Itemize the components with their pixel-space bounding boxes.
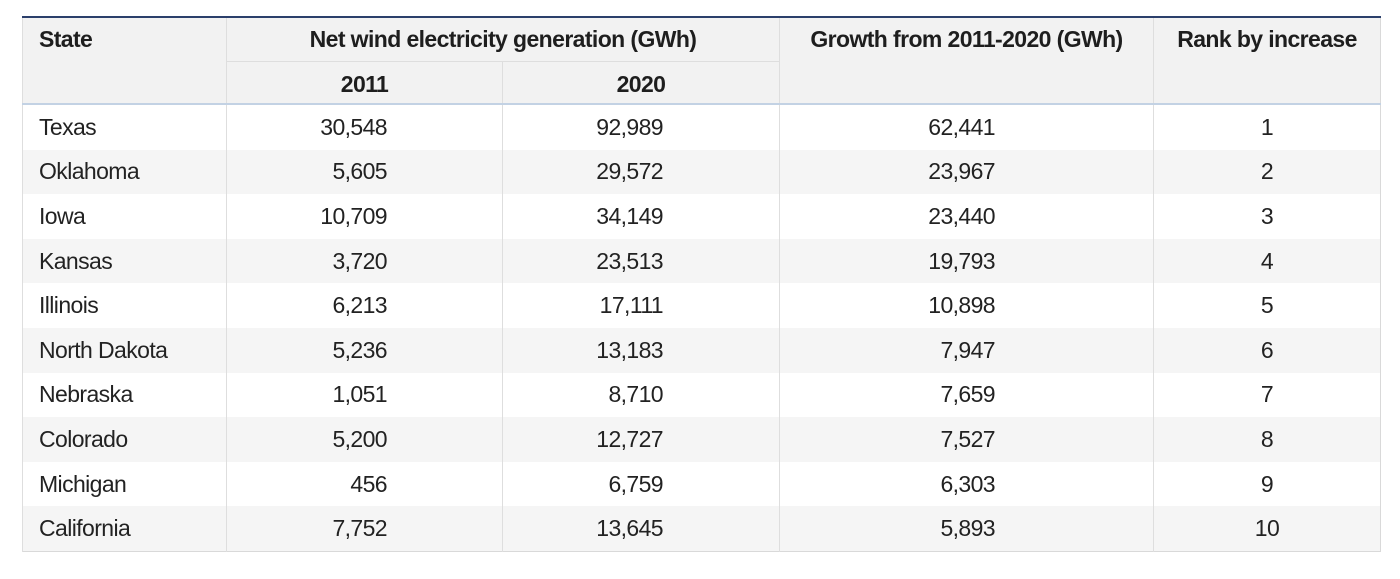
- header-cell: 2011: [226, 60, 503, 105]
- value-cell: 7: [1153, 372, 1381, 418]
- wind-table: State Net wind electricity generation (G…: [22, 16, 1381, 552]
- state-cell: Texas: [22, 104, 227, 150]
- value-cell: 3,720: [226, 238, 503, 284]
- value-cell: 12,727: [502, 417, 780, 462]
- value-cell: 92,989: [502, 104, 780, 150]
- state-cell: California: [22, 506, 227, 552]
- value-cell: 3: [1153, 194, 1381, 239]
- value-cell: 7,752: [226, 506, 503, 552]
- value-cell: 1: [1153, 104, 1381, 150]
- header-cell: Rank by increase: [1153, 17, 1381, 105]
- header-cell: 2020: [502, 60, 780, 105]
- value-cell: 8,710: [502, 372, 780, 418]
- value-cell: 19,793: [779, 238, 1154, 284]
- header-row: 2011 2020: [23, 60, 1381, 105]
- table-row: Oklahoma 5,605 29,572 23,967 2: [22, 149, 1381, 195]
- value-cell: 7,527: [779, 417, 1154, 462]
- value-cell: 5,893: [779, 506, 1154, 552]
- value-cell: 10,709: [226, 194, 503, 239]
- header-cell: Growth from 2011-2020 (GWh): [779, 17, 1154, 105]
- value-cell: 34,149: [502, 194, 780, 239]
- header-cell: Net wind electricity generation (GWh): [226, 17, 780, 61]
- state-cell: Colorado: [22, 417, 227, 462]
- value-cell: 7,947: [779, 327, 1154, 373]
- value-cell: 13,645: [502, 506, 780, 552]
- value-cell: 23,513: [502, 238, 780, 284]
- value-cell: 6: [1153, 327, 1381, 373]
- value-cell: 1,051: [226, 372, 503, 418]
- value-cell: 6,759: [502, 461, 780, 507]
- value-cell: 23,967: [779, 149, 1154, 195]
- table-row: Illinois 6,213 17,111 10,898 5: [22, 283, 1381, 328]
- value-cell: 23,440: [779, 194, 1154, 239]
- state-cell: Illinois: [22, 283, 227, 328]
- state-cell: North Dakota: [22, 327, 227, 373]
- value-cell: 456: [226, 461, 503, 507]
- header-row: State Net wind electricity generation (G…: [22, 17, 1381, 105]
- state-cell: Oklahoma: [22, 149, 227, 195]
- value-cell: 10,898: [779, 283, 1154, 328]
- table-header: State Net wind electricity generation (G…: [22, 17, 1381, 105]
- value-cell: 8: [1153, 417, 1381, 462]
- value-cell: 5,605: [226, 149, 503, 195]
- table-row: Colorado 5,200 12,727 7,527 8: [22, 417, 1381, 462]
- table-row: California 7,752 13,645 5,893 10: [22, 506, 1381, 552]
- header-cell: State: [22, 17, 227, 105]
- value-cell: 5,200: [226, 417, 503, 462]
- table-row: Michigan 456 6,759 6,303 9: [22, 461, 1381, 507]
- value-cell: 62,441: [779, 104, 1154, 150]
- value-cell: 30,548: [226, 104, 503, 150]
- table-row: Texas 30,548 92,989 62,441 1: [22, 104, 1381, 150]
- table-body: Texas 30,548 92,989 62,441 1 Oklahoma 5,605 29,…: [22, 104, 1381, 552]
- table-row: Nebraska 1,051 8,710 7,659 7: [22, 372, 1381, 418]
- value-cell: 6,213: [226, 283, 503, 328]
- value-cell: 4: [1153, 238, 1381, 284]
- state-cell: Iowa: [22, 194, 227, 239]
- value-cell: 2: [1153, 149, 1381, 195]
- value-cell: 5,236: [226, 327, 503, 373]
- value-cell: 10: [1153, 506, 1381, 552]
- value-cell: 29,572: [502, 149, 780, 195]
- table-row: North Dakota 5,236 13,183 7,947 6: [22, 327, 1381, 373]
- table-row: Iowa 10,709 34,149 23,440 3: [22, 194, 1381, 239]
- value-cell: 17,111: [502, 283, 780, 328]
- value-cell: 9: [1153, 461, 1381, 507]
- value-cell: 6,303: [779, 461, 1154, 507]
- table-row: Kansas 3,720 23,513 19,793 4: [22, 238, 1381, 284]
- value-cell: 5: [1153, 283, 1381, 328]
- state-cell: Nebraska: [22, 372, 227, 418]
- value-cell: 13,183: [502, 327, 780, 373]
- state-cell: Michigan: [22, 461, 227, 507]
- value-cell: 7,659: [779, 372, 1154, 418]
- state-cell: Kansas: [22, 238, 227, 284]
